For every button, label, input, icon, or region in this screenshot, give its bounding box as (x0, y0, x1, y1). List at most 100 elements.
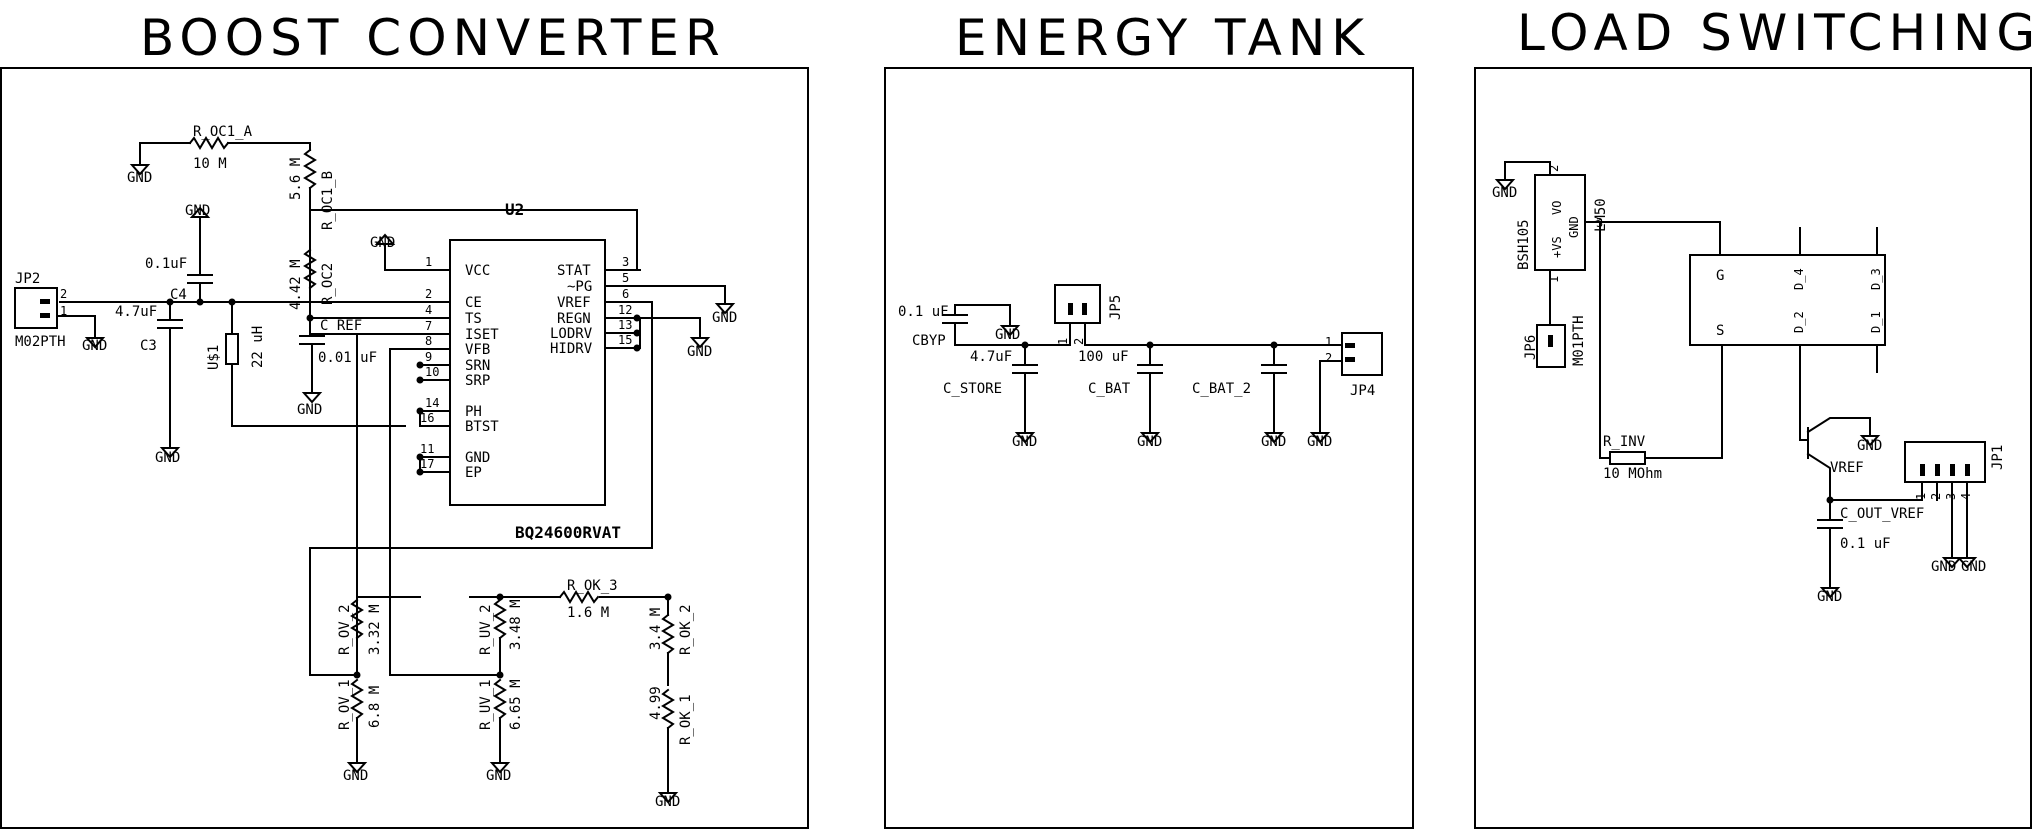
lm50-package-label: BSH105 (1516, 219, 1532, 270)
gnd-label: GND (155, 450, 180, 466)
pin-number: 15 (618, 333, 632, 347)
jp6-ref-label: JP6 (1523, 335, 1539, 360)
gnd-label: GND (1261, 434, 1286, 450)
c3-value-label: 4.7uF (115, 304, 157, 320)
gnd-label: GND (1961, 559, 1986, 575)
pin-number: 10 (425, 365, 439, 379)
pin-number: 2 (425, 287, 432, 301)
pin-number: 2 (1547, 165, 1561, 172)
r-uv-1-ref-label: R_UV_1 (478, 679, 494, 730)
lm50-gnd-label: GND (1567, 216, 1581, 238)
c4-value-label: 0.1uF (145, 256, 187, 272)
gnd-label: GND (1931, 559, 1956, 575)
gnd-label: GND (297, 402, 322, 418)
r-uv-2-ref-label: R_UV_2 (478, 604, 494, 655)
r-ok-2-ref-label: R_OK_2 (678, 604, 694, 655)
boost-converter-section: U2 BQ24600RVAT 1 VCC 2 CE 4 TS 7 ISET 8 … (14, 124, 737, 810)
r-ok-1-value-label: 4.99 (648, 686, 664, 720)
r-oc2-value-label: 4.42 M (288, 259, 304, 310)
pin-number: 1 (425, 255, 432, 269)
gnd-label: GND (343, 768, 368, 784)
r-inv-resistor (1609, 451, 1646, 465)
jp2-part-label: M02PTH (15, 334, 66, 350)
c-out-vref-ref-label: C_OUT_VREF (1840, 506, 1924, 522)
title-boost-converter: BOOST CONVERTER (140, 9, 726, 67)
pin-name: VFB (465, 342, 490, 358)
gnd-label: GND (127, 170, 152, 186)
pin-name: SRN (465, 358, 490, 374)
lm50-ref-label: LM50 (1593, 198, 1609, 232)
jp5-connector (1054, 284, 1101, 324)
pin-number: 7 (425, 319, 432, 333)
bq24600-ic-body (449, 239, 606, 506)
c-bat-2-ref-label: C_BAT_2 (1192, 381, 1251, 397)
r-oc1-b-ref-label: R_OC1_B (320, 171, 336, 230)
pin-number: 2 (1325, 351, 1332, 365)
gnd-label: GND (82, 338, 107, 354)
r-oc1-b-value-label: 5.6 M (288, 158, 304, 200)
r-oc1-a-value-label: 10 M (193, 156, 227, 172)
r-ov-1-ref-label: R_OV_1 (337, 679, 353, 730)
c4-ref-label: C4 (170, 287, 187, 303)
jp1-ref-label: JP1 (1990, 445, 2006, 470)
c-store-value-label: 4.7uF (970, 349, 1012, 365)
pin-name: VREF (557, 295, 591, 311)
jp2-connector (14, 287, 58, 329)
r-oc2-ref-label: R_OC2 (320, 263, 336, 305)
gnd-label: GND (1137, 434, 1162, 450)
pin-name: ~PG (567, 279, 592, 295)
boost-converter-frame (0, 67, 809, 829)
ic-part-label: BQ24600RVAT (515, 523, 621, 542)
pin-number: 2 (1072, 338, 1086, 345)
jp6-connector (1536, 324, 1566, 368)
pin-number: 2 (60, 287, 67, 301)
pin-name: VCC (465, 263, 490, 279)
jp4-connector (1341, 332, 1383, 376)
pin-name: PH (465, 404, 482, 420)
c-store-ref-label: C_STORE (943, 381, 1002, 397)
gnd-label: GND (1817, 589, 1842, 605)
mosfet-d3-label: D_3 (1869, 268, 1883, 290)
pin-number: 9 (425, 350, 432, 364)
jp5-ref-label: JP5 (1108, 295, 1124, 320)
title-energy-tank: ENERGY TANK (955, 9, 1370, 67)
lm50-vo-label: VO (1550, 201, 1564, 215)
gnd-label: GND (1857, 438, 1882, 454)
pin-number: 1 (60, 304, 67, 318)
pin-name: GND (465, 450, 490, 466)
pin-name: BTST (465, 419, 499, 435)
r-ov-2-value-label: 3.32 M (367, 604, 383, 655)
r-oc1-a-ref-label: R_OC1_A (193, 124, 253, 140)
r-ok-3-value-label: 1.6 M (567, 605, 609, 621)
energy-tank-frame (884, 67, 1414, 829)
gnd-label: GND (995, 327, 1020, 343)
pin-name: SRP (465, 373, 490, 389)
gnd-label: GND (655, 794, 680, 810)
vref-label: VREF (1830, 460, 1864, 476)
pin-number: 16 (420, 411, 434, 425)
c3-ref-label: C3 (140, 338, 157, 354)
r-ok-3-ref-label: R_OK_3 (567, 578, 618, 594)
gnd-label: GND (1307, 434, 1332, 450)
gnd-label: GND (185, 203, 210, 219)
c-ref-label: C_REF (320, 318, 362, 334)
gnd-label: GND (486, 768, 511, 784)
jp6-part-label: M01PTH (1571, 315, 1587, 366)
lm50-vs-label: +VS (1550, 236, 1564, 258)
r-inv-ref-label: R_INV (1603, 434, 1646, 450)
inductor-ref-label: U$1 (206, 345, 222, 370)
pin-number: 3 (622, 255, 629, 269)
load-switching-section: +VS VO GND LM50 BSH105 3 2 1 GND JP6 M01… (1492, 161, 2006, 605)
pin-name: ISET (465, 327, 499, 343)
pin-number: 14 (425, 396, 439, 410)
pin-number: 1 (1056, 338, 1070, 345)
c-bat-value-label: 100 uF (1078, 349, 1129, 365)
pin-name: STAT (557, 263, 591, 279)
mosfet-d2-label: D_2 (1792, 311, 1806, 333)
pin-number: 8 (425, 334, 432, 348)
ic-right-pins: 3 STAT 5 ~PG 6 VREF 12 REGN 13 LODRV 15 … (550, 255, 641, 357)
c-bat-ref-label: C_BAT (1088, 381, 1131, 397)
gnd-label: GND (712, 310, 737, 326)
pin-number: 1 (1547, 276, 1561, 283)
